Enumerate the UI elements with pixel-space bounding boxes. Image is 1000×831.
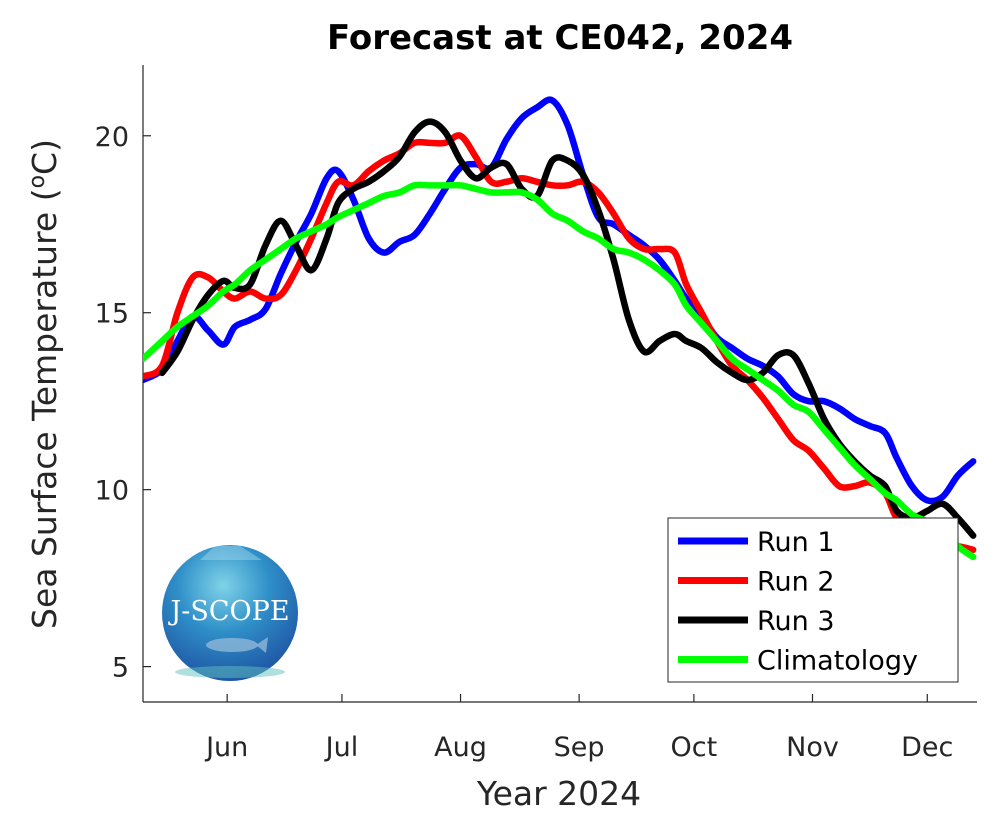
y-tick-label: 20 [95,122,129,153]
x-tick-label: Nov [786,732,839,763]
legend-item: Run 3 [678,606,835,637]
legend-label: Run 1 [757,527,835,558]
series-line-run-1 [143,96,977,505]
legend-label: Run 3 [757,606,835,637]
y-tick-label: 5 [112,653,129,684]
logo-text: J-SCOPE [167,596,289,627]
series-line-run-2 [143,132,977,554]
axes: 5 10 15 20 Jun Jul Aug Sep Oct Nov Dec [95,65,977,763]
y-tick-label: 10 [95,476,129,507]
y-axis-label: Sea Surface Temperature (oC) [25,139,64,629]
legend-item: Run 1 [678,527,835,558]
legend-label: Climatology [757,646,918,677]
y-tick-label: 15 [95,299,129,330]
legend-label: Run 2 [757,567,835,598]
series-line-climatology [143,181,977,561]
x-tick-label: Jun [204,732,248,763]
x-tick-label: Dec [901,732,953,763]
legend: Run 1 Run 2 Run 3 Climatology [667,517,959,683]
series-lines [143,96,977,561]
chart-title: Forecast at CE042, 2024 [327,18,793,58]
y-axis-label-suffix: C) [25,139,64,175]
y-axis-label-sup: o [25,175,50,188]
legend-item: Climatology [678,646,918,677]
x-axis-label: Year 2024 [476,774,641,813]
legend-item: Run 2 [678,567,835,598]
x-tick-label: Sep [554,732,605,763]
x-tick-label: Jul [324,732,359,763]
jscope-logo: J-SCOPE [162,545,298,681]
y-axis-label-prefix: Sea Surface Temperature ( [25,188,64,629]
x-tick-label: Aug [434,732,487,763]
x-tick-label: Oct [671,732,718,763]
